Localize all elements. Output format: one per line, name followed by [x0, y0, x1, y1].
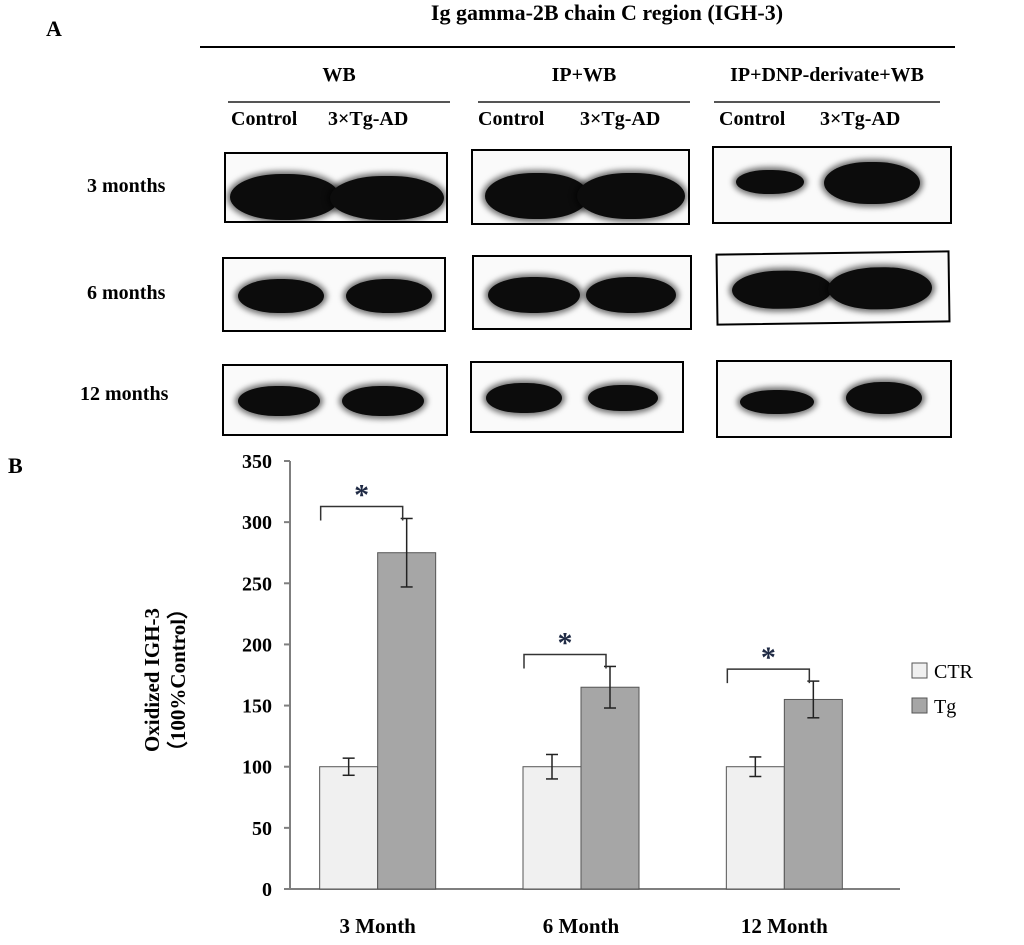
- group-label-ip-wb: IP+WB: [551, 64, 617, 86]
- y-tick-label: 350: [242, 451, 272, 473]
- bar-tg: [783, 698, 843, 890]
- lane-label-control: Control: [478, 108, 545, 130]
- bar-tg: [377, 552, 437, 890]
- legend-label-tg: Tg: [934, 696, 956, 718]
- band-tg: [330, 176, 444, 220]
- y-tick-label: 50: [252, 818, 272, 840]
- bar-tg: [580, 686, 640, 890]
- blot-title: Ig gamma-2B chain C region (IGH-3): [430, 0, 784, 25]
- y-tick-label: 300: [242, 512, 272, 534]
- group-underline-wb: [228, 101, 450, 103]
- band-tg: [346, 279, 432, 313]
- bar-ctr: [522, 766, 582, 890]
- x-tick-label: 6 Month: [543, 914, 620, 938]
- y-tick-label: 250: [242, 573, 272, 595]
- band-control: [238, 386, 320, 416]
- row-label-3-months: 3 months: [87, 175, 166, 197]
- panel-a-letter: A: [46, 16, 62, 41]
- band-control: [230, 174, 340, 220]
- lane-label-control: Control: [719, 108, 786, 130]
- legend-swatch-tg: [911, 697, 928, 714]
- blot-ip-dnp-wb-3-months: [712, 146, 952, 224]
- row-label-12-months: 12 months: [80, 383, 169, 405]
- significance-bracket: [726, 668, 811, 684]
- blot-wb-3-months: [224, 152, 448, 223]
- blot-ip-wb-3-months: [471, 149, 690, 225]
- y-axis-label: Oxidized IGH-3: [140, 608, 164, 752]
- band-control: [486, 383, 562, 413]
- panel-b-letter: B: [8, 453, 23, 478]
- significance-star: *: [354, 478, 369, 511]
- x-tick-label: 3 Month: [339, 914, 416, 938]
- bar-ctr: [319, 766, 379, 890]
- band-tg: [824, 162, 920, 204]
- band-control: [488, 277, 580, 313]
- group-underline-ip-dnp-wb: [714, 101, 940, 103]
- y-tick-label: 150: [242, 696, 272, 718]
- band-tg: [577, 173, 685, 219]
- blot-wb-12-months: [222, 364, 448, 436]
- title-underline: [200, 46, 955, 48]
- blot-ip-wb-12-months: [470, 361, 684, 433]
- group-label-ip-dnp-wb: IP+DNP-derivate+WB: [730, 64, 924, 86]
- group-label-wb: WB: [322, 64, 356, 86]
- legend-swatch-ctr: [911, 662, 928, 679]
- significance-star: *: [558, 626, 573, 659]
- significance-bracket: [523, 653, 607, 669]
- band-control: [238, 279, 324, 313]
- y-tick-label: 200: [242, 634, 272, 656]
- significance-star: *: [761, 641, 776, 674]
- lane-label-tg: 3×Tg-AD: [820, 108, 901, 130]
- y-tick-label: 100: [242, 757, 272, 779]
- blot-ip-dnp-wb-12-months: [716, 360, 952, 438]
- group-underline-ip-wb: [478, 101, 690, 103]
- lane-label-tg: 3×Tg-AD: [328, 108, 409, 130]
- lane-label-tg: 3×Tg-AD: [580, 108, 661, 130]
- y-tick-label: 0: [262, 879, 272, 901]
- band-tg: [846, 382, 922, 414]
- band-tg: [342, 386, 424, 416]
- lane-label-control: Control: [231, 108, 298, 130]
- blot-wb-6-months: [222, 257, 446, 332]
- x-tick-label: 12 Month: [741, 914, 828, 938]
- significance-bracket: [319, 505, 404, 521]
- band-tg: [588, 385, 658, 411]
- band-control: [740, 390, 814, 414]
- band-control: [736, 170, 804, 194]
- band-control: [485, 173, 589, 219]
- legend-label-ctr: CTR: [934, 661, 974, 683]
- band-tg: [586, 277, 676, 313]
- bar-ctr: [725, 766, 785, 890]
- blot-ip-wb-6-months: [472, 255, 692, 330]
- y-axis-label-unit: （100%Control）: [166, 598, 190, 762]
- row-label-6-months: 6 months: [87, 282, 166, 304]
